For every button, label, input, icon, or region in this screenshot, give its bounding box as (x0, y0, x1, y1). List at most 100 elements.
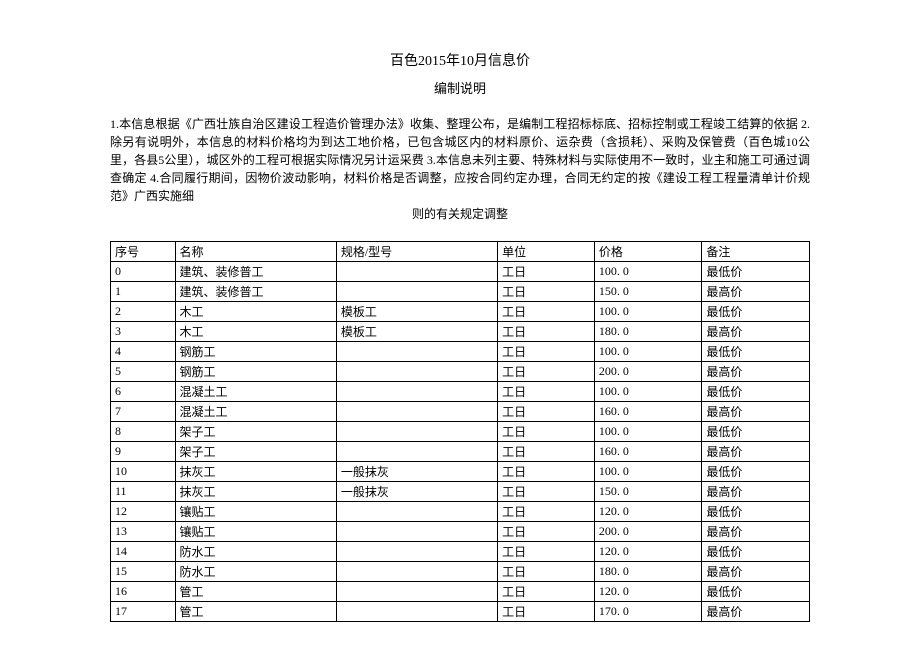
table-body: 0建筑、装修普工工日100. 0最低价1建筑、装修普工工日150. 0最高价2木… (111, 262, 810, 622)
cell-unit: 工日 (498, 602, 595, 622)
description-last-line: 则的有关规定调整 (110, 205, 810, 223)
document-subtitle: 编制说明 (110, 78, 810, 97)
cell-unit: 工日 (498, 262, 595, 282)
table-row: 11抹灰工一般抹灰工日150. 0最高价 (111, 482, 810, 502)
cell-seq: 14 (111, 542, 176, 562)
cell-spec (336, 382, 497, 402)
cell-unit: 工日 (498, 582, 595, 602)
cell-spec (336, 362, 497, 382)
cell-seq: 15 (111, 562, 176, 582)
cell-spec (336, 542, 497, 562)
cell-seq: 10 (111, 462, 176, 482)
cell-price: 200. 0 (594, 362, 702, 382)
cell-seq: 17 (111, 602, 176, 622)
cell-name: 架子工 (175, 442, 336, 462)
table-row: 16管工工日120. 0最低价 (111, 582, 810, 602)
cell-name: 管工 (175, 602, 336, 622)
cell-remark: 最高价 (702, 562, 810, 582)
cell-seq: 5 (111, 362, 176, 382)
cell-remark: 最低价 (702, 302, 810, 322)
table-row: 7混凝土工工日160. 0最高价 (111, 402, 810, 422)
table-row: 8架子工工日100. 0最低价 (111, 422, 810, 442)
cell-price: 100. 0 (594, 382, 702, 402)
cell-unit: 工日 (498, 422, 595, 442)
cell-name: 抹灰工 (175, 482, 336, 502)
cell-remark: 最高价 (702, 522, 810, 542)
header-unit: 单位 (498, 242, 595, 262)
cell-name: 防水工 (175, 542, 336, 562)
cell-name: 镶贴工 (175, 522, 336, 542)
cell-remark: 最低价 (702, 542, 810, 562)
cell-seq: 4 (111, 342, 176, 362)
cell-unit: 工日 (498, 302, 595, 322)
cell-price: 120. 0 (594, 502, 702, 522)
cell-unit: 工日 (498, 482, 595, 502)
table-row: 14防水工工日120. 0最低价 (111, 542, 810, 562)
cell-seq: 0 (111, 262, 176, 282)
cell-remark: 最高价 (702, 402, 810, 422)
cell-price: 150. 0 (594, 482, 702, 502)
cell-unit: 工日 (498, 542, 595, 562)
description-text: 1.本信息根据《广西壮族自治区建设工程造价管理办法》收集、整理公布，是编制工程招… (110, 115, 810, 223)
cell-price: 100. 0 (594, 342, 702, 362)
table-row: 1建筑、装修普工工日150. 0最高价 (111, 282, 810, 302)
table-row: 12镶贴工工日120. 0最低价 (111, 502, 810, 522)
cell-name: 木工 (175, 302, 336, 322)
cell-spec (336, 522, 497, 542)
cell-spec (336, 342, 497, 362)
table-row: 13镶贴工工日200. 0最高价 (111, 522, 810, 542)
cell-remark: 最低价 (702, 262, 810, 282)
cell-seq: 1 (111, 282, 176, 302)
cell-unit: 工日 (498, 382, 595, 402)
cell-remark: 最低价 (702, 422, 810, 442)
cell-remark: 最高价 (702, 282, 810, 302)
cell-seq: 6 (111, 382, 176, 402)
table-row: 0建筑、装修普工工日100. 0最低价 (111, 262, 810, 282)
cell-name: 防水工 (175, 562, 336, 582)
cell-seq: 2 (111, 302, 176, 322)
cell-spec (336, 262, 497, 282)
cell-price: 100. 0 (594, 462, 702, 482)
cell-remark: 最低价 (702, 462, 810, 482)
table-row: 10抹灰工一般抹灰工日100. 0最低价 (111, 462, 810, 482)
cell-unit: 工日 (498, 322, 595, 342)
cell-seq: 3 (111, 322, 176, 342)
header-name: 名称 (175, 242, 336, 262)
cell-spec (336, 562, 497, 582)
cell-price: 180. 0 (594, 322, 702, 342)
cell-remark: 最高价 (702, 322, 810, 342)
cell-name: 管工 (175, 582, 336, 602)
cell-remark: 最高价 (702, 602, 810, 622)
document-title: 百色2015年10月信息价 (110, 50, 810, 70)
header-spec: 规格/型号 (336, 242, 497, 262)
table-row: 6混凝土工工日100. 0最低价 (111, 382, 810, 402)
cell-seq: 9 (111, 442, 176, 462)
cell-unit: 工日 (498, 522, 595, 542)
cell-seq: 12 (111, 502, 176, 522)
cell-remark: 最高价 (702, 362, 810, 382)
cell-unit: 工日 (498, 562, 595, 582)
table-row: 9架子工工日160. 0最高价 (111, 442, 810, 462)
cell-name: 钢筋工 (175, 362, 336, 382)
cell-price: 100. 0 (594, 422, 702, 442)
cell-unit: 工日 (498, 282, 595, 302)
cell-name: 抹灰工 (175, 462, 336, 482)
cell-unit: 工日 (498, 342, 595, 362)
cell-spec: 模板工 (336, 322, 497, 342)
cell-spec: 一般抹灰 (336, 482, 497, 502)
cell-seq: 7 (111, 402, 176, 422)
cell-price: 150. 0 (594, 282, 702, 302)
table-row: 4钢筋工工日100. 0最低价 (111, 342, 810, 362)
cell-price: 100. 0 (594, 302, 702, 322)
cell-unit: 工日 (498, 502, 595, 522)
cell-seq: 11 (111, 482, 176, 502)
cell-name: 建筑、装修普工 (175, 262, 336, 282)
cell-spec (336, 422, 497, 442)
header-price: 价格 (594, 242, 702, 262)
cell-price: 180. 0 (594, 562, 702, 582)
cell-spec (336, 282, 497, 302)
cell-name: 混凝土工 (175, 402, 336, 422)
description-main: 1.本信息根据《广西壮族自治区建设工程造价管理办法》收集、整理公布，是编制工程招… (110, 117, 810, 203)
cell-spec: 模板工 (336, 302, 497, 322)
cell-unit: 工日 (498, 462, 595, 482)
